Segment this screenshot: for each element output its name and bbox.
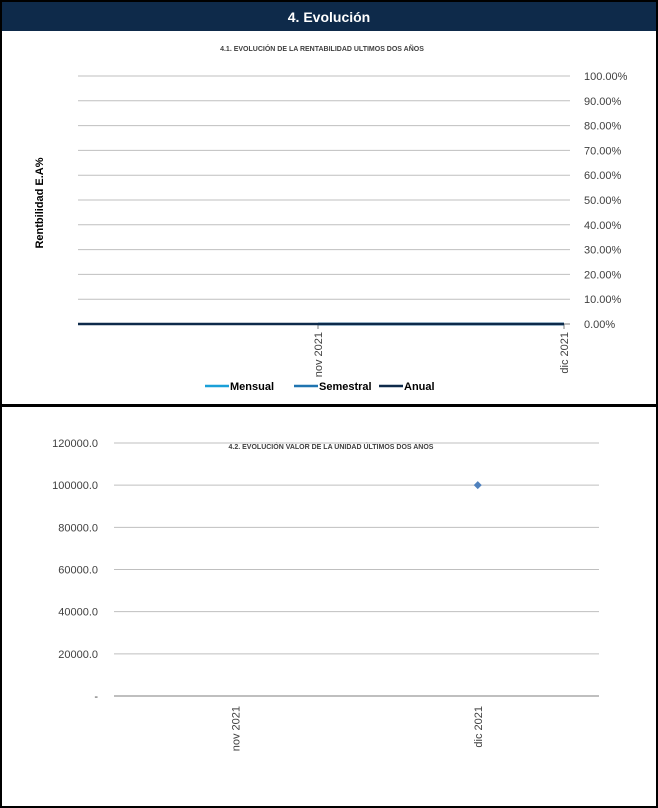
- y-tick-label: 30.00%: [584, 245, 622, 257]
- chart1-x-ticks: nov 2021 dic 2021: [313, 324, 571, 377]
- section-header: 4. Evolución: [2, 2, 656, 31]
- section-title: 4. Evolución: [287, 8, 371, 25]
- chart1-y-ticks: 0.00% 10.00% 20.00% 30.00% 40.00% 50.00% 60.00…: [584, 71, 628, 331]
- chart2-gridlines: [114, 442, 599, 697]
- y-tick-label: 80.00%: [584, 121, 622, 133]
- legend-label-anual: Anual: [404, 381, 435, 393]
- chart1-ylabel: Rentbilidad E.A%: [34, 157, 46, 248]
- y-tick-label: 100000.0: [52, 480, 98, 492]
- rentabilidad-chart: 4.1. EVOLUCIÓN DE LA RENTABILIDAD ULTIMO…: [34, 44, 628, 393]
- y-tick-label: 60.00%: [584, 170, 622, 182]
- legend-label-semestral: Semestral: [319, 381, 372, 393]
- x-tick-label: dic 2021: [473, 706, 485, 748]
- y-tick-label: 40000.0: [58, 607, 98, 619]
- chart2-x-ticks: nov 2021 dic 2021: [230, 706, 485, 751]
- y-tick-label: 40.00%: [584, 220, 622, 232]
- y-tick-label: 20000.0: [58, 649, 98, 661]
- y-tick-label: 10.00%: [584, 294, 622, 306]
- y-tick-label: 0.00%: [584, 319, 615, 331]
- x-tick-label: nov 2021: [230, 706, 242, 751]
- valor-unidad-chart: 4.2. EVOLUCIÓN VALOR DE LA UNIDAD ÚLTIMO…: [52, 438, 599, 751]
- x-tick-label: dic 2021: [559, 332, 571, 374]
- y-tick-label: 60000.0: [58, 565, 98, 577]
- chart2-y-ticks: - 20000.0 40000.0 60000.0 80000.0 100000.0 120…: [52, 438, 98, 703]
- y-tick-label: 70.00%: [584, 145, 622, 157]
- y-tick-label: 50.00%: [584, 195, 622, 207]
- data-point: [473, 481, 482, 490]
- section-divider: [2, 404, 656, 407]
- chart1-title: 4.1. EVOLUCIÓN DE LA RENTABILIDAD ULTIMO…: [220, 44, 424, 53]
- chart1-legend: Mensual Semestral Anual: [205, 381, 435, 393]
- y-tick-label: 20.00%: [584, 269, 622, 281]
- y-tick-label: 120000.0: [52, 438, 98, 450]
- x-tick-label: nov 2021: [313, 332, 325, 377]
- y-tick-label: 90.00%: [584, 96, 622, 108]
- y-tick-label: 80000.0: [58, 522, 98, 534]
- y-tick-label: -: [94, 691, 98, 703]
- chart2-title: 4.2. EVOLUCIÓN VALOR DE LA UNIDAD ÚLTIMO…: [229, 442, 434, 451]
- legend-label-mensual: Mensual: [230, 381, 274, 393]
- chart2-points: [473, 481, 482, 490]
- chart1-gridlines: [78, 75, 570, 325]
- y-tick-label: 100.00%: [584, 71, 628, 83]
